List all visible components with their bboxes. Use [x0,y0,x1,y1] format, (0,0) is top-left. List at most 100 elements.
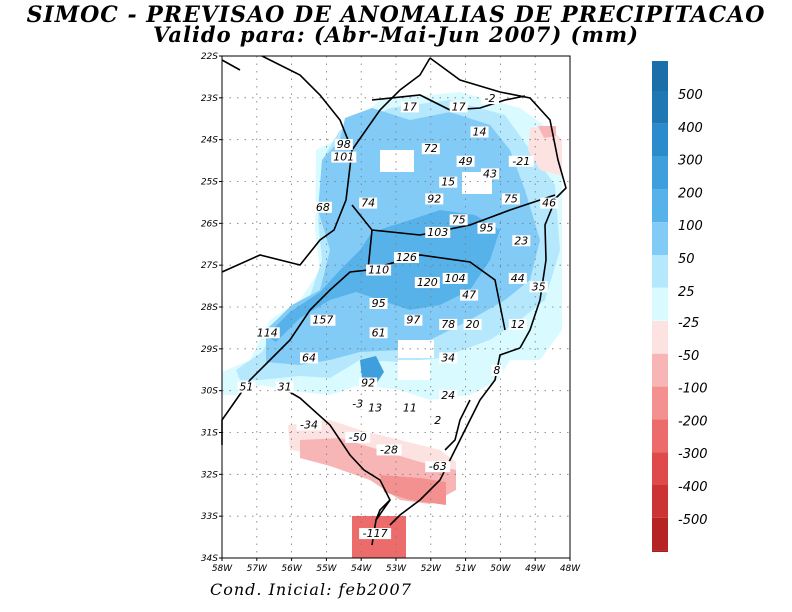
lat-tick-label: 33S [201,512,218,522]
value-label-bg [442,272,468,284]
value-label-bg [508,318,527,330]
value-label-bg [508,272,527,284]
value-label: 11 [403,402,417,415]
legend-label: -100 [678,382,708,397]
value-label-bg [369,327,388,339]
legend-label: -400 [678,480,708,495]
value-label: 43 [483,167,497,180]
value-label: 74 [361,197,375,210]
value-label-bg [508,155,534,167]
value-label: 72 [424,142,438,155]
lat-tick-label: 23S [201,94,218,104]
value-label: 95 [372,297,386,310]
value-label-bg [491,364,503,376]
legend-swatch [652,419,668,453]
value-label-bg [359,377,378,389]
legend-swatch [652,91,668,124]
value-label: 35 [532,280,546,293]
latitude-tick-labels: 22S 23S 24S 25S 26S 27S 28S 29S 30S 31S 32S 33S 34S [201,52,222,564]
value-label-bg [421,143,440,155]
legend-swatch [652,321,668,354]
value-label-bg [275,381,294,393]
value-label: 14 [473,125,487,138]
legend-swatch [652,287,668,321]
value-label-bg [334,139,353,151]
value-label-bg [460,289,479,301]
lat-tick-label: 22S [201,52,218,62]
value-label: 13 [368,402,382,415]
value-label-bg [449,214,468,226]
value-label: 47 [462,289,476,302]
lon-tick-label: 53W [386,564,407,574]
value-label: -3 [352,397,363,410]
value-label-bg [414,277,440,289]
value-label: 103 [427,226,448,239]
legend-label: 500 [678,88,703,103]
initial-condition-label: Cond. Inicial: feb2007 [210,580,412,599]
figure-subtitle: Valido para: (Abr-Mai-Jun 2007) (mm) [153,22,639,47]
legend-label: -25 [678,316,699,331]
legend-label: -50 [678,349,699,364]
value-label-bg [345,431,371,443]
color-legend: 500 400 300 200 100 50 25 -25 -50 -100 -200 -300 -40… [652,61,708,552]
value-label: 44 [511,272,525,285]
lat-tick-label: 34S [201,554,218,564]
value-label-bg [254,327,280,339]
legend-swatch [652,452,668,485]
longitude-tick-labels: 58W 57W 56W 55W 54W 53W 52W 51W 50W 49W 48W [212,558,581,574]
value-label: 23 [514,234,528,247]
lat-tick-label: 30S [201,387,218,397]
value-label: 15 [441,176,455,189]
value-label: 64 [302,351,316,364]
value-label: 17 [403,100,417,113]
value-label: 110 [368,264,389,277]
value-label-bg [400,101,419,113]
value-label-bg [366,264,392,276]
legend-swatch [652,123,668,157]
value-label: 61 [372,326,386,339]
lon-tick-label: 48W [560,564,581,574]
value-label: 68 [316,201,330,214]
value-label: 12 [511,318,525,331]
legend-swatch [652,485,668,518]
legend-label: 200 [678,186,703,201]
lat-tick-label: 29S [201,345,218,355]
value-label-bg [480,93,499,105]
value-label: 92 [427,192,441,205]
value-label-bg [404,314,423,326]
value-label-bg [470,126,489,138]
value-label-bg [331,151,357,163]
lon-tick-label: 51W [455,564,476,574]
value-label-bg [512,235,531,247]
value-label-bg [439,176,458,188]
value-label: 92 [361,376,375,389]
value-label: 51 [239,381,253,394]
value-label: 120 [417,276,438,289]
value-label: -50 [349,431,367,444]
lat-tick-label: 28S [201,303,218,313]
value-label-bg [393,251,419,263]
value-label-bg [540,197,559,209]
lon-tick-label: 50W [490,564,511,574]
legend-swatch [652,255,668,288]
value-label-bg [313,201,332,213]
value-label: 104 [445,272,466,285]
value-label: 95 [479,222,493,235]
value-label: 2 [434,414,441,427]
value-label: 49 [459,155,473,168]
legend-label: 400 [678,121,703,136]
value-label: 46 [542,197,556,210]
lat-tick-label: 24S [201,136,218,146]
value-label: -2 [484,92,495,105]
lat-tick-label: 25S [201,178,218,188]
value-label: 31 [278,381,292,394]
value-label: 75 [504,192,518,205]
value-label-bg [449,101,468,113]
lon-tick-label: 55W [316,564,337,574]
value-label: 75 [452,213,466,226]
value-label: 114 [257,326,278,339]
legend-swatch [652,353,668,387]
value-label-bg [425,226,451,238]
value-label: 101 [333,151,354,164]
